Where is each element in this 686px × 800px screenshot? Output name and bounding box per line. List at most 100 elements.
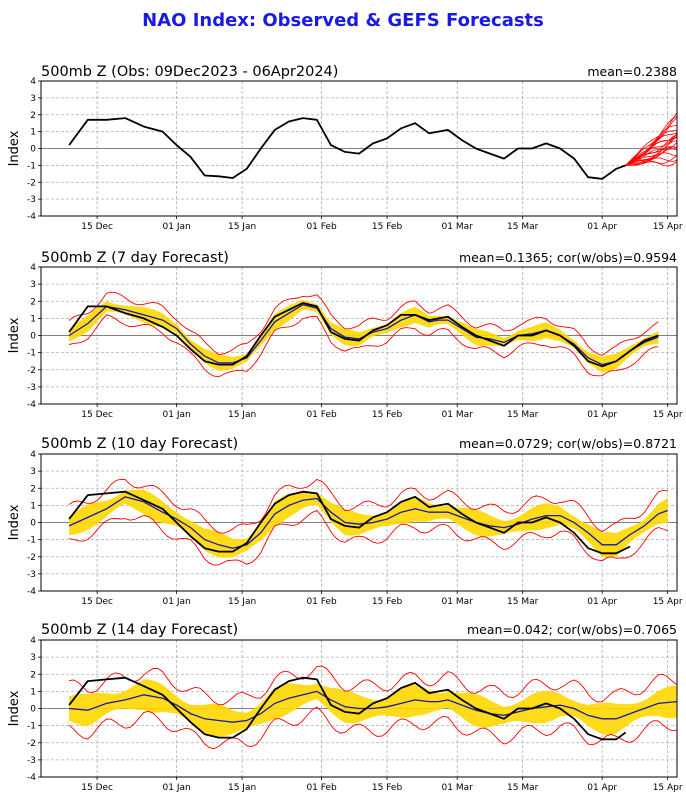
x-tick-label: 15 Feb <box>372 597 403 607</box>
spread-band <box>69 489 668 558</box>
panel-1: 500mb Z (Obs: 09Dec2023 - 06Apr2024) mean… <box>7 64 683 232</box>
ensemble-member-line <box>625 129 678 166</box>
y-tick-label: 0 <box>30 145 36 155</box>
observed-line <box>68 117 626 180</box>
x-tick-label: 01 Jan <box>163 222 191 232</box>
y-tick-label: 4 <box>30 77 36 87</box>
panel-3: 500mb Z (10 day Forecast) mean=0.0729; co… <box>7 436 683 607</box>
envelope-upper-line <box>68 478 668 534</box>
x-tick-label: 15 Apr <box>653 222 683 232</box>
envelope-upper-line <box>68 291 659 356</box>
ensemble-member-line <box>625 155 678 166</box>
x-tick-label: 15 Dec <box>81 783 113 793</box>
panel-title: 500mb Z (14 day Forecast) <box>41 622 238 638</box>
y-tick-label: -2 <box>27 553 36 563</box>
envelope-lower-line <box>68 706 678 750</box>
y-tick-label: 3 <box>30 94 36 104</box>
y-tick-label: 2 <box>30 484 36 494</box>
y-tick-label: 4 <box>30 263 36 273</box>
y-tick-label: 2 <box>30 297 36 307</box>
y-tick-label: -2 <box>27 739 36 749</box>
x-tick-label: 01 Feb <box>306 410 337 420</box>
observed-line <box>68 676 627 741</box>
x-tick-label: 15 Mar <box>507 597 539 607</box>
x-tick-label: 01 Apr <box>587 222 617 232</box>
x-tick-label: 15 Jan <box>228 597 256 607</box>
observed-line <box>68 302 659 368</box>
y-tick-label: 0 <box>30 519 36 529</box>
y-tick-label: -3 <box>27 195 36 205</box>
plot-frame <box>40 453 678 592</box>
y-tick-label: 3 <box>30 280 36 290</box>
y-tick-label: -1 <box>27 536 36 546</box>
y-tick-label: -3 <box>27 570 36 580</box>
x-tick-label: 15 Apr <box>653 597 683 607</box>
y-tick-label: 3 <box>30 467 36 477</box>
y-tick-label: -1 <box>27 349 36 359</box>
ensemble-member-line <box>625 146 678 166</box>
x-tick-label: 15 Feb <box>372 410 403 420</box>
plot-frame <box>40 266 678 405</box>
x-tick-label: 01 Mar <box>442 410 474 420</box>
y-tick-label: 2 <box>30 111 36 121</box>
x-tick-label: 15 Jan <box>228 222 256 232</box>
ensemble-member-line <box>625 140 678 166</box>
plot-frame <box>40 639 678 778</box>
plot-frame <box>40 80 678 217</box>
panel-stat: mean=0.0729; cor(w/obs)=0.8721 <box>459 436 677 451</box>
y-tick-label: 1 <box>30 314 36 324</box>
x-tick-label: 15 Dec <box>81 410 113 420</box>
panel-stat: mean=0.1365; cor(w/obs)=0.9594 <box>459 250 677 265</box>
y-tick-label: 1 <box>30 687 36 697</box>
panel-stat: mean=0.042; cor(w/obs)=0.7065 <box>467 622 677 637</box>
x-tick-label: 15 Jan <box>228 783 256 793</box>
y-tick-label: 2 <box>30 670 36 680</box>
x-tick-label: 01 Apr <box>587 410 617 420</box>
x-tick-label: 01 Jan <box>163 597 191 607</box>
forecast-mean-line <box>68 496 668 549</box>
y-tick-label: -1 <box>27 722 36 732</box>
y-tick-label: -4 <box>27 587 36 597</box>
x-tick-label: 15 Dec <box>81 222 113 232</box>
x-tick-label: 01 Jan <box>163 783 191 793</box>
x-tick-label: 01 Mar <box>442 783 474 793</box>
x-tick-label: 15 Mar <box>507 410 539 420</box>
main-title: NAO Index: Observed & GEFS Forecasts <box>142 10 544 31</box>
x-tick-label: 15 Feb <box>372 783 403 793</box>
y-tick-label: 3 <box>30 653 36 663</box>
x-tick-label: 15 Jan <box>228 410 256 420</box>
x-tick-label: 01 Feb <box>306 222 337 232</box>
y-tick-label: -3 <box>27 383 36 393</box>
x-tick-label: 15 Dec <box>81 597 113 607</box>
y-axis-label: Index <box>7 130 22 166</box>
x-tick-label: 01 Feb <box>306 783 337 793</box>
ensemble-member-line <box>625 161 678 167</box>
x-tick-label: 01 Mar <box>442 222 474 232</box>
y-tick-label: 4 <box>30 636 36 646</box>
y-tick-label: -4 <box>27 773 36 783</box>
y-tick-label: -2 <box>27 366 36 376</box>
observed-line <box>68 490 631 555</box>
ensemble-member-line <box>625 136 678 166</box>
y-axis-label: Index <box>7 690 22 726</box>
y-tick-label: 1 <box>30 128 36 138</box>
y-tick-label: 4 <box>30 450 36 460</box>
y-tick-label: -1 <box>27 161 36 171</box>
y-tick-label: 0 <box>30 705 36 715</box>
panel-title: 500mb Z (7 day Forecast) <box>41 250 229 266</box>
ensemble-member-line <box>625 117 678 166</box>
y-tick-label: -4 <box>27 212 36 222</box>
panel-4: 500mb Z (14 day Forecast) mean=0.042; cor… <box>7 622 683 793</box>
y-tick-label: -4 <box>27 400 36 410</box>
y-tick-label: 0 <box>30 332 36 342</box>
y-tick-label: -3 <box>27 756 36 766</box>
y-tick-label: -2 <box>27 178 36 188</box>
x-tick-label: 15 Mar <box>507 222 539 232</box>
x-tick-label: 01 Apr <box>587 597 617 607</box>
envelope-lower-line <box>68 314 659 378</box>
envelope-upper-line <box>69 665 678 706</box>
panel-stat: mean=0.2388 <box>587 64 677 79</box>
panel-title: 500mb Z (10 day Forecast) <box>41 436 238 452</box>
x-tick-label: 15 Apr <box>653 783 683 793</box>
x-tick-label: 15 Mar <box>507 783 539 793</box>
